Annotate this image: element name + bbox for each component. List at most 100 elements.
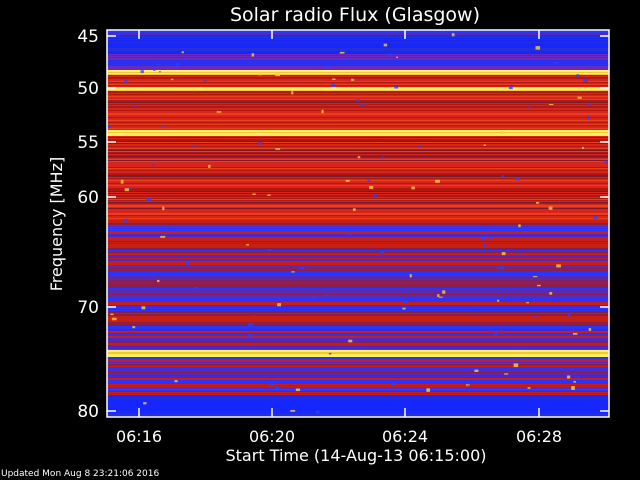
- heatmap-row: [107, 223, 609, 224]
- heatmap-row: [107, 84, 609, 85]
- heatmap-row: [107, 306, 609, 307]
- heatmap-row: [107, 150, 609, 151]
- heatmap-speckle: [156, 63, 160, 66]
- heatmap-speckle: [583, 78, 588, 83]
- heatmap-row: [107, 354, 609, 355]
- spectrogram-heatmap: [107, 30, 609, 417]
- heatmap-speckle: [548, 104, 554, 106]
- y-tick-label: 70: [77, 298, 99, 318]
- heatmap-row: [107, 374, 609, 375]
- heatmap-speckle: [299, 267, 305, 270]
- heatmap-row: [107, 403, 609, 404]
- heatmap-speckle: [123, 218, 128, 223]
- heatmap-row: [107, 262, 609, 263]
- heatmap-row: [107, 386, 609, 387]
- heatmap-speckle: [275, 148, 281, 150]
- heatmap-row: [107, 78, 609, 79]
- heatmap-speckle: [157, 279, 160, 283]
- heatmap-row: [107, 176, 609, 177]
- heatmap-row: [107, 308, 609, 309]
- heatmap-row: [107, 187, 609, 188]
- heatmap-row: [107, 52, 609, 53]
- heatmap-speckle: [124, 188, 129, 192]
- heatmap-row: [107, 179, 609, 180]
- heatmap-speckle: [158, 71, 161, 73]
- heatmap-speckle: [325, 294, 329, 296]
- heatmap-row: [107, 44, 609, 45]
- heatmap-row: [107, 71, 609, 72]
- heatmap-row: [107, 335, 609, 336]
- heatmap-row: [107, 353, 609, 354]
- heatmap-row: [107, 255, 609, 256]
- heatmap-speckle: [291, 91, 294, 95]
- heatmap-row: [107, 331, 609, 332]
- heatmap-row: [107, 36, 609, 37]
- heatmap-speckle: [411, 186, 415, 190]
- heatmap-row: [107, 112, 609, 113]
- heatmap-row: [107, 346, 609, 347]
- heatmap-row: [107, 76, 609, 77]
- heatmap-row: [107, 388, 609, 389]
- heatmap-row: [107, 169, 609, 170]
- heatmap-row: [107, 295, 609, 296]
- heatmap-row: [107, 195, 609, 196]
- heatmap-row: [107, 152, 609, 153]
- heatmap-row: [107, 80, 609, 81]
- heatmap-row: [107, 312, 609, 313]
- heatmap-row: [107, 218, 609, 219]
- heatmap-speckle: [488, 237, 492, 239]
- heatmap-row: [107, 234, 609, 235]
- heatmap-row: [107, 415, 609, 416]
- heatmap-row: [107, 406, 609, 407]
- heatmap-row: [107, 268, 609, 269]
- heatmap-row: [107, 393, 609, 394]
- heatmap-row: [107, 120, 609, 121]
- heatmap-speckle: [257, 72, 263, 76]
- heatmap-row: [107, 127, 609, 128]
- heatmap-row: [107, 245, 609, 246]
- heatmap-row: [107, 394, 609, 395]
- heatmap-row: [107, 227, 609, 228]
- heatmap-row: [107, 166, 609, 167]
- heatmap-speckle: [267, 249, 272, 252]
- heatmap-row: [107, 163, 609, 164]
- heatmap-row: [107, 115, 609, 116]
- heatmap-row: [107, 254, 609, 255]
- heatmap-speckle: [383, 43, 388, 47]
- heatmap-row: [107, 186, 609, 187]
- heatmap-row: [107, 145, 609, 146]
- x-tick-label: 06:20: [249, 427, 295, 446]
- heatmap-speckle: [581, 146, 584, 150]
- heatmap-speckle: [107, 125, 111, 128]
- heatmap-speckle: [588, 328, 592, 331]
- heatmap-row: [107, 148, 609, 149]
- heatmap-row: [107, 408, 609, 409]
- heatmap-row: [107, 285, 609, 286]
- heatmap-speckle: [360, 104, 366, 107]
- heatmap-row: [107, 294, 609, 295]
- heatmap-row: [107, 377, 609, 378]
- heatmap-row: [107, 229, 609, 230]
- heatmap-row: [107, 194, 609, 195]
- heatmap-row: [107, 267, 609, 268]
- heatmap-row: [107, 325, 609, 326]
- heatmap-row: [107, 102, 609, 103]
- heatmap-speckle: [127, 188, 133, 190]
- heatmap-row: [107, 372, 609, 373]
- heatmap-speckle: [153, 67, 156, 71]
- heatmap-row: [107, 189, 609, 190]
- heatmap-speckle: [536, 202, 540, 204]
- heatmap-row: [107, 362, 609, 363]
- heatmap-speckle: [437, 294, 440, 297]
- x-axis: 06:16 06:20 06:24 06:28 Start Time (14-A…: [116, 30, 562, 465]
- heatmap-row: [107, 226, 609, 227]
- heatmap-row: [107, 129, 609, 130]
- heatmap-speckle: [409, 274, 412, 278]
- heatmap-row: [107, 290, 609, 291]
- heatmap-row: [107, 357, 609, 358]
- heatmap-row: [107, 46, 609, 47]
- heatmap-row: [107, 98, 609, 99]
- heatmap-speckle: [208, 164, 211, 168]
- heatmap-row: [107, 53, 609, 54]
- heatmap-row: [107, 296, 609, 297]
